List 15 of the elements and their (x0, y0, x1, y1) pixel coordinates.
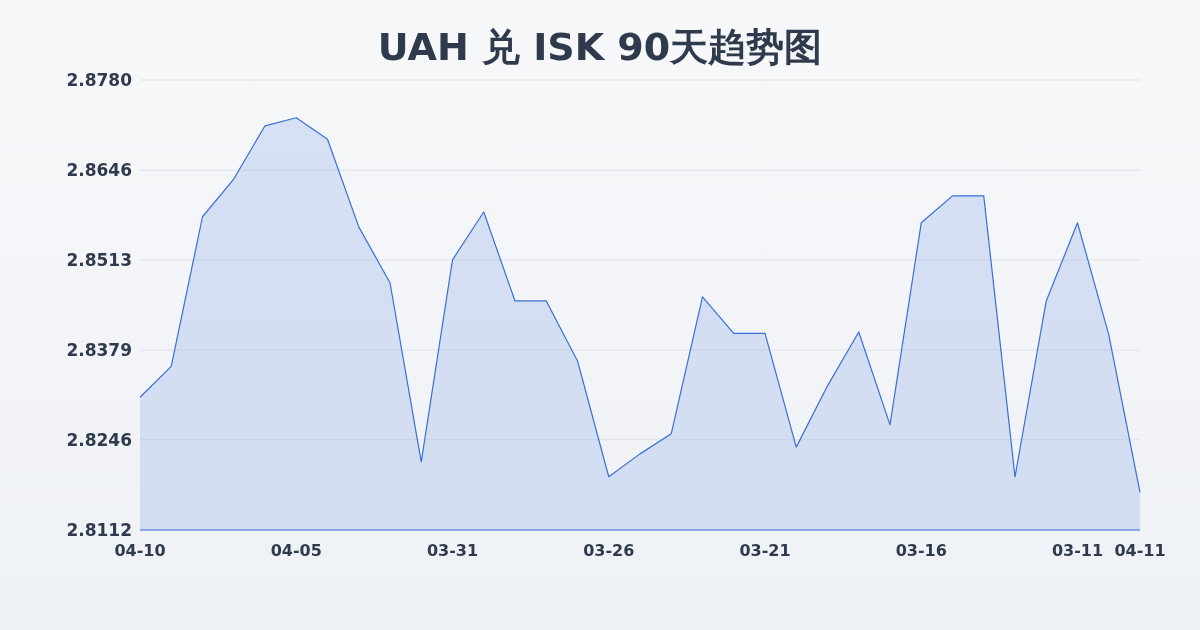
y-tick-label: 2.8246 (66, 429, 132, 450)
x-tick-label: 04-11 (1114, 541, 1166, 560)
chart-title: UAH 兑 ISK 90天趋势图 (377, 25, 823, 69)
x-tick-label: 03-11 (1051, 541, 1104, 560)
x-tick-label: 03-21 (739, 541, 791, 560)
x-tick-label: 03-26 (583, 541, 635, 560)
y-tick-label: 2.8513 (66, 249, 132, 270)
y-tick-label: 2.8379 (66, 340, 132, 361)
x-tick-label: 03-16 (895, 541, 947, 560)
y-tick-label: 2.8112 (66, 520, 132, 540)
x-tick-label: 04-10 (114, 541, 166, 560)
x-tick-label: 04-05 (270, 541, 322, 560)
y-tick-label: 2.8646 (66, 160, 132, 181)
x-tick-label: 03-31 (426, 541, 479, 560)
y-tick-label: 2.8780 (66, 70, 133, 90)
